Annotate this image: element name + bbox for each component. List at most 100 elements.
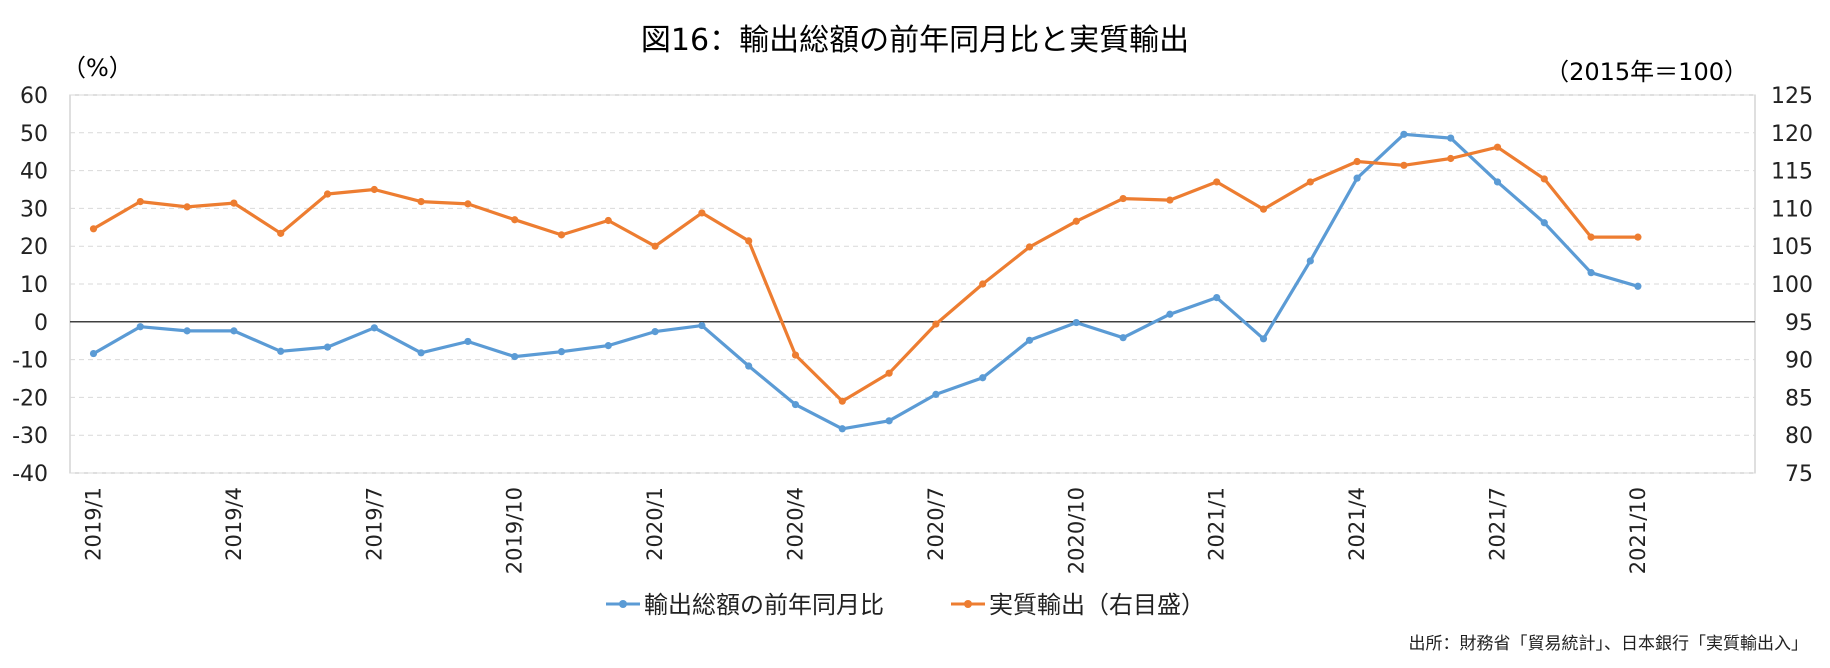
left-axis-unit: （%） [62, 54, 133, 82]
data-point-export-yoy [557, 348, 566, 356]
data-point-real-exports [89, 225, 98, 233]
left-tick-label: -40 [12, 462, 48, 487]
legend-item-export-yoy: 輸出総額の前年同月比 [606, 591, 884, 619]
data-point-real-exports [1166, 196, 1174, 204]
data-point-export-yoy [1634, 282, 1642, 290]
data-point-export-yoy [1306, 257, 1314, 265]
data-point-real-exports [277, 229, 285, 237]
data-point-export-yoy [604, 342, 612, 350]
data-point-export-yoy [1447, 134, 1455, 142]
data-point-real-exports [1072, 217, 1080, 225]
x-tick-label: 2019/4 [222, 487, 246, 561]
x-tick-label: 2020/1 [643, 487, 667, 561]
data-point-export-yoy [230, 327, 238, 335]
right-tick-label: 100 [1771, 273, 1813, 298]
data-point-export-yoy [698, 321, 706, 330]
left-tick-label: 60 [20, 84, 48, 109]
left-tick-label: 10 [20, 273, 48, 298]
data-point-real-exports [651, 242, 659, 250]
left-tick-label: 30 [20, 197, 48, 222]
data-point-export-yoy [464, 337, 472, 346]
data-point-real-exports [1493, 143, 1502, 151]
data-point-export-yoy [1213, 294, 1221, 302]
right-axis: 125 120 115 110 105 100 95 90 85 80 75 [1771, 84, 1813, 487]
x-tick-label: 2020/7 [924, 487, 948, 561]
x-tick-label: 2020/4 [784, 487, 808, 561]
data-point-real-exports [1540, 175, 1548, 183]
data-point-export-yoy [136, 323, 144, 331]
data-point-export-yoy [745, 362, 753, 370]
data-point-real-exports [1306, 178, 1314, 186]
data-point-real-exports [791, 351, 800, 359]
data-point-real-exports [1447, 154, 1455, 163]
data-point-real-exports [885, 369, 893, 377]
x-tick-label: 2019/1 [82, 487, 106, 561]
right-tick-label: 80 [1785, 424, 1813, 449]
right-tick-label: 85 [1785, 386, 1813, 411]
left-tick-label: -20 [12, 386, 48, 411]
data-point-real-exports [1213, 178, 1221, 186]
x-tick-label: 2019/7 [362, 487, 386, 561]
left-tick-label: 50 [20, 122, 48, 147]
data-point-export-yoy [89, 349, 98, 358]
series-line-export-yoy [92, 132, 1639, 431]
data-point-export-yoy [1400, 130, 1408, 138]
left-axis: 60 50 40 30 20 10 0 -10 -20 -30 -40 [12, 84, 48, 487]
data-point-export-yoy [417, 349, 425, 357]
data-point-real-exports [1119, 194, 1127, 203]
data-point-real-exports [1400, 161, 1408, 169]
x-tick-label: 2021/4 [1345, 487, 1369, 561]
x-tick-label: 2020/10 [1064, 487, 1088, 574]
data-point-export-yoy [1025, 336, 1034, 344]
data-point-real-exports [323, 190, 332, 198]
data-point-real-exports [979, 280, 987, 288]
x-axis: 2019/1 2019/4 2019/7 2019/10 2020/1 2020/4 202… [82, 487, 1650, 574]
data-point-export-yoy [1072, 318, 1080, 327]
data-point-real-exports [230, 199, 238, 207]
left-tick-label: 0 [34, 311, 48, 336]
right-axis-unit: （2015年＝100） [1545, 58, 1748, 86]
data-point-export-yoy [791, 400, 800, 409]
series-line-real-exports [92, 145, 1638, 403]
data-point-real-exports [745, 237, 753, 245]
x-tick-label: 2021/1 [1205, 487, 1229, 561]
legend: 輸出総額の前年同月比 実質輸出（右目盛） [606, 591, 1205, 619]
right-tick-label: 75 [1785, 462, 1813, 487]
data-point-export-yoy [1587, 269, 1595, 277]
right-tick-label: 125 [1771, 84, 1813, 109]
right-tick-label: 105 [1771, 235, 1813, 260]
data-point-export-yoy [277, 347, 285, 355]
data-point-real-exports [1259, 205, 1268, 213]
data-point-real-exports [1634, 233, 1642, 241]
data-point-real-exports [370, 185, 378, 194]
series-layer [89, 130, 1642, 433]
data-point-export-yoy [651, 328, 659, 336]
data-point-real-exports [1353, 157, 1361, 166]
legend-label-export-yoy: 輸出総額の前年同月比 [644, 591, 884, 619]
data-point-export-yoy [511, 352, 519, 361]
right-tick-label: 115 [1771, 160, 1813, 185]
data-point-export-yoy [979, 374, 987, 382]
source-note: 出所：財務省「貿易統計」、日本銀行「実質輸出入」 [1409, 634, 1809, 654]
data-point-real-exports [136, 197, 144, 206]
left-tick-label: 20 [20, 235, 48, 260]
legend-label-real-exports: 実質輸出（右目盛） [989, 591, 1205, 619]
x-tick-label: 2019/10 [503, 487, 527, 574]
right-tick-label: 90 [1785, 349, 1813, 374]
data-point-export-yoy [932, 390, 940, 398]
data-point-export-yoy [370, 324, 378, 332]
legend-item-real-exports: 実質輸出（右目盛） [951, 591, 1205, 619]
left-tick-label: -30 [12, 424, 48, 449]
left-tick-label: 40 [20, 160, 48, 185]
data-point-real-exports [838, 397, 846, 405]
data-point-real-exports [604, 216, 612, 225]
grid-lines [70, 94, 1755, 474]
x-tick-label: 2021/7 [1486, 487, 1510, 561]
data-point-export-yoy [183, 327, 191, 335]
data-point-real-exports [464, 200, 472, 208]
right-tick-label: 95 [1785, 311, 1813, 336]
data-point-real-exports [932, 320, 940, 328]
x-tick-label: 2021/10 [1626, 487, 1650, 574]
data-point-real-exports [557, 231, 566, 239]
data-point-export-yoy [1540, 219, 1548, 227]
